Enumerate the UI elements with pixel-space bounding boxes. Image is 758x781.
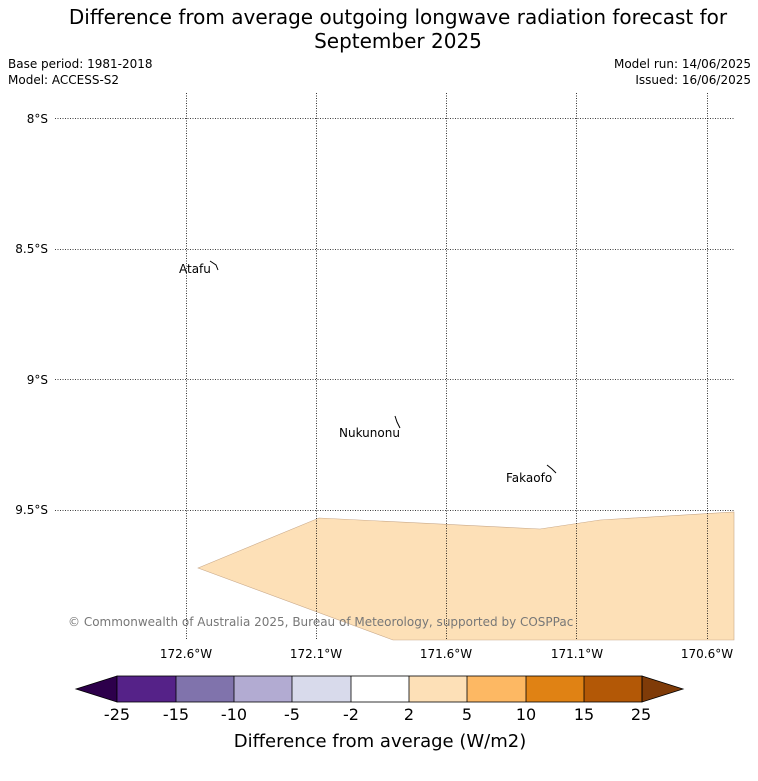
model-run: Model run: 14/06/2025	[613, 57, 751, 71]
model-name: Model: ACCESS-S2	[8, 73, 120, 87]
colorbar-tick: 25	[631, 705, 651, 724]
colorbar-tick: -5	[284, 705, 300, 724]
lon-label-171-6w: 171.6°W	[420, 647, 472, 661]
copyright-notice: © Commonwealth of Australia 2025, Bureau…	[68, 615, 573, 629]
colorbar-tick: 15	[574, 705, 594, 724]
colorbar-bin-2-5	[409, 676, 467, 702]
colorbar-label: Difference from average (W/m2)	[234, 731, 526, 752]
colorbar-dividers	[116, 675, 643, 703]
colorbar-tick: 2	[404, 705, 414, 724]
base-period: Base period: 1981-2018	[8, 57, 153, 71]
colorbar-over-arrow	[641, 675, 685, 703]
colorbar-bin-neg5-neg2	[292, 676, 351, 702]
colorbar-tick: 10	[516, 705, 536, 724]
anomaly-region	[197, 511, 735, 641]
lat-label-8s: 8°S	[27, 112, 48, 126]
colorbar-bin-neg25-neg15	[117, 676, 176, 702]
atoll-outlines	[209, 260, 557, 474]
colorbar: -25 -15 -10 -5 -2 2 5 10 15 25 Differenc…	[74, 675, 685, 752]
colorbar-under-arrow	[74, 675, 118, 703]
place-label-fakaofo: Fakaofo	[506, 471, 552, 485]
lon-label-172-6w: 172.6°W	[160, 647, 212, 661]
colorbar-outline	[116, 675, 643, 703]
nukunonu-atoll-outline	[394, 415, 401, 429]
issued-date: Issued: 16/06/2025	[635, 73, 751, 87]
title-line-2: September 2025	[314, 29, 482, 53]
colorbar-tick: -2	[343, 705, 359, 724]
meta-left: Base period: 1981-2018 Model: ACCESS-S2	[8, 56, 153, 88]
atafu-atoll-outline	[209, 260, 219, 271]
place-label-atafu: Atafu	[179, 262, 211, 276]
colorbar-bin-15-25	[584, 676, 642, 702]
colorbar-bin-5-10	[467, 676, 526, 702]
colorbar-bin-neg15-neg10	[176, 676, 234, 702]
title-line-1: Difference from average outgoing longwav…	[68, 5, 728, 29]
longitude-gridlines	[186, 93, 708, 640]
lat-label-9s: 9°S	[27, 373, 48, 387]
lat-label-9-5s: 9.5°S	[15, 503, 48, 517]
colorbar-tick: -25	[104, 705, 130, 724]
colorbar-tick: -15	[163, 705, 189, 724]
lon-label-170-6w: 170.6°W	[681, 647, 733, 661]
lon-label-171-1w: 171.1°W	[551, 647, 603, 661]
place-label-nukunonu: Nukunonu	[339, 426, 400, 440]
colorbar-tick: 5	[462, 705, 472, 724]
colorbar-bin-10-15	[526, 676, 584, 702]
lon-label-172-1w: 172.1°W	[290, 647, 342, 661]
colorbar-bin-neg10-neg5	[234, 676, 292, 702]
meta-right: Model run: 14/06/2025 Issued: 16/06/2025	[614, 56, 751, 88]
lat-label-8-5s: 8.5°S	[15, 242, 48, 256]
colorbar-bin-neg2-2	[351, 676, 409, 702]
chart-title: Difference from average outgoing longwav…	[0, 5, 758, 53]
fakaofo-atoll-outline	[546, 464, 557, 474]
latitude-gridlines	[55, 118, 734, 511]
colorbar-tick: -10	[221, 705, 247, 724]
